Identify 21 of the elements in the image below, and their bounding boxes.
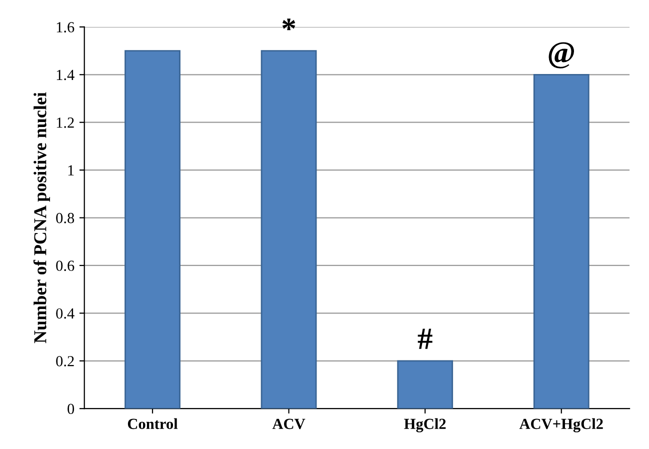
y-tick-label: 0.8 xyxy=(56,212,74,224)
annotation: @ xyxy=(548,42,574,68)
bar xyxy=(260,50,317,409)
x-tick-label: Control xyxy=(128,418,178,430)
y-tick-label: 1.2 xyxy=(56,118,74,128)
bar xyxy=(533,74,590,409)
y-tick-label: 1 xyxy=(68,165,74,176)
y-tick-label: 0.6 xyxy=(56,260,74,271)
bar xyxy=(124,50,180,409)
x-tick-label: ACV+HgCl2 xyxy=(519,418,603,432)
y-tick-label: 0.4 xyxy=(56,308,74,319)
y-tick-label: 1.6 xyxy=(56,22,74,32)
y-axis-title: Number of PCNA positive nuclei xyxy=(33,92,50,344)
bar xyxy=(397,360,454,409)
y-tick-label: 0 xyxy=(68,404,74,414)
y-tick-label: 1.4 xyxy=(56,70,74,80)
annotation: * xyxy=(282,18,296,30)
y-tick-label: 0.2 xyxy=(56,356,74,366)
x-tick-label: HgCl2 xyxy=(404,418,446,432)
x-tick-label: ACV xyxy=(272,418,306,430)
annotation: # xyxy=(418,328,432,349)
